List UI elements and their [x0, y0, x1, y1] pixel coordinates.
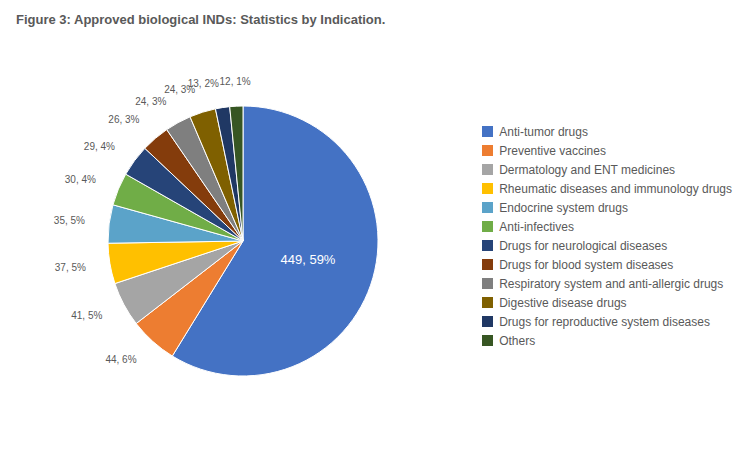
html-text:Rheumatic diseases and immunol: Rheumatic diseases and immunology drugs: [499, 181, 732, 196]
html-text:Dermatology and ENT medicines: Dermatology and ENT medicines: [499, 162, 676, 177]
svg-text:35, 5%: 35, 5%: [54, 215, 85, 226]
html-text:Drugs for neurological disease: Drugs for neurological diseases: [499, 238, 668, 253]
html-text:Drugs for reproductive system: Drugs for reproductive system diseases: [499, 314, 710, 329]
svg-text:13, 2%: 13, 2%: [188, 78, 219, 89]
html-text:Anti-tumor drugs: Anti-tumor drugs: [499, 124, 588, 139]
html-text:Digestive disease drugs: Digestive disease drugs: [499, 295, 627, 310]
html-text:Anti-infectives: Anti-infectives: [499, 219, 574, 234]
html-text:Respiratory system and anti-al: Respiratory system and anti-allergic dru…: [499, 276, 724, 291]
svg-text:41, 5%: 41, 5%: [71, 310, 102, 321]
html-text:Figure 3: Approved biological: Figure 3: Approved biological INDs: Stat…: [16, 12, 386, 27]
html-text:Endocrine system drugs: Endocrine system drugs: [499, 200, 628, 215]
html-text:Drugs for blood system disease: Drugs for blood system diseases: [499, 257, 674, 272]
svg-text:449, 59%: 449, 59%: [280, 252, 335, 267]
svg-text:37, 5%: 37, 5%: [55, 262, 86, 273]
svg-text:29, 4%: 29, 4%: [84, 141, 115, 152]
svg-text:24, 3%: 24, 3%: [164, 83, 196, 95]
svg-text:44, 6%: 44, 6%: [105, 354, 136, 365]
html-text:Preventive vaccines: Preventive vaccines: [499, 143, 606, 158]
svg-text:30, 4%: 30, 4%: [65, 174, 96, 185]
svg-text:24, 3%: 24, 3%: [135, 96, 166, 107]
svg-text:12, 1%: 12, 1%: [220, 76, 251, 87]
svg-text:26, 3%: 26, 3%: [108, 114, 139, 125]
html-text:Others: Others: [499, 333, 536, 348]
